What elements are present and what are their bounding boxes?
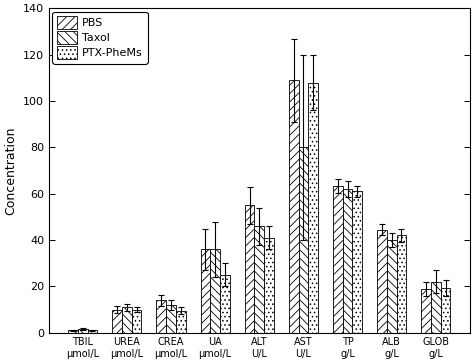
- Bar: [308, 82, 318, 333]
- Bar: [353, 191, 362, 333]
- Bar: [210, 249, 220, 333]
- Bar: [299, 147, 308, 333]
- Bar: [68, 330, 78, 333]
- Bar: [343, 189, 353, 333]
- Bar: [201, 249, 210, 333]
- Bar: [421, 289, 431, 333]
- Bar: [431, 282, 441, 333]
- Y-axis label: Concentration: Concentration: [4, 126, 18, 215]
- Bar: [122, 307, 132, 333]
- Bar: [78, 329, 88, 333]
- Bar: [245, 205, 255, 333]
- Bar: [289, 80, 299, 333]
- Bar: [333, 186, 343, 333]
- Bar: [397, 236, 406, 333]
- Legend: PBS, Taxol, PTX-PheMs: PBS, Taxol, PTX-PheMs: [52, 12, 147, 64]
- Bar: [132, 310, 141, 333]
- Bar: [166, 305, 176, 333]
- Bar: [176, 311, 185, 333]
- Bar: [387, 240, 397, 333]
- Bar: [264, 238, 274, 333]
- Bar: [255, 226, 264, 333]
- Bar: [88, 330, 97, 333]
- Bar: [377, 230, 387, 333]
- Bar: [220, 275, 230, 333]
- Bar: [441, 287, 450, 333]
- Bar: [156, 300, 166, 333]
- Bar: [112, 310, 122, 333]
